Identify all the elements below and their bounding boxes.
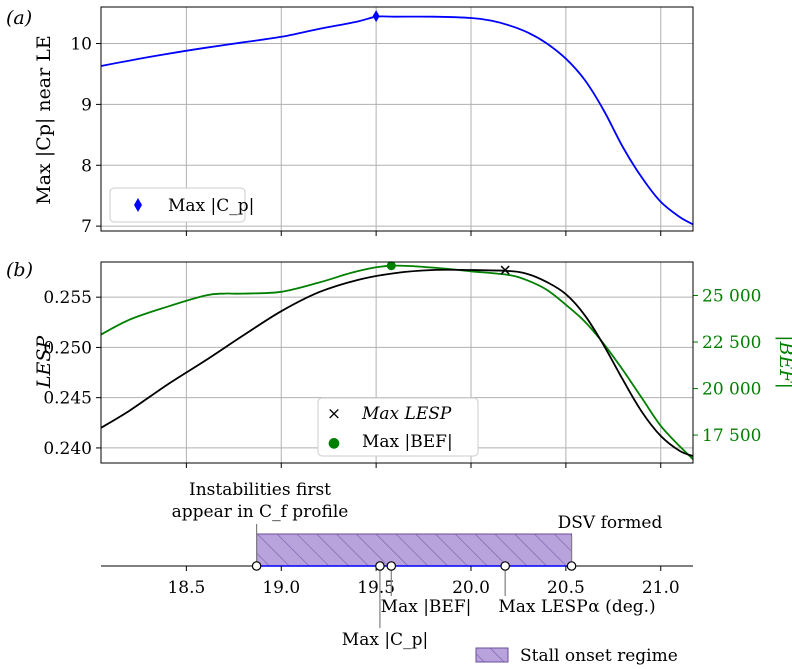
- event-marker: [386, 561, 397, 571]
- event-marker: [566, 561, 577, 571]
- legend-max-lesp-label: Max LESP: [361, 404, 452, 424]
- max-bef-marker: [386, 261, 396, 271]
- timeline-xtick-label: 21.0: [642, 578, 680, 598]
- panel-a-frame: [100, 6, 694, 232]
- panel-b-ylabel: LESP: [33, 335, 55, 390]
- cp-series-line: [100, 15, 694, 226]
- annot-instabilities-line2: appear in C_f profile: [172, 502, 349, 522]
- timeline-xtick-label: 20.0: [452, 578, 490, 598]
- timeline-xtick-label: 19.5: [357, 578, 395, 598]
- annot-max-bef: Max |BEF|: [381, 597, 472, 617]
- panel-b-label: (b): [6, 259, 33, 281]
- event-marker: [375, 561, 385, 571]
- panel-a: (a) 7 8 9 10 Max |Cp| near LE Max |C_p|: [6, 6, 694, 237]
- panel-b-ytick-right-label: 20 000: [702, 380, 761, 400]
- legend-cross-icon: ×: [327, 404, 341, 424]
- event-marker: [251, 561, 262, 571]
- lesp-series-line: [100, 268, 694, 457]
- panel-b-ytick-right-label: 25 000: [702, 287, 761, 307]
- bef-series-line: [100, 264, 694, 460]
- stall-onset-regime: [256, 533, 573, 567]
- panel-a-legend-label: Max |C_p|: [168, 196, 254, 216]
- panel-c: 18.5 19.0 19.5 20.0 20.5 21.0 Instabilities f…: [101, 480, 693, 666]
- timeline-xtick-label: 20.5: [547, 578, 585, 598]
- regime-legend-swatch: [475, 647, 509, 663]
- panel-b-legend: × Max LESP ● Max |BEF|: [317, 397, 479, 457]
- event-markers: [251, 561, 577, 571]
- panel-b-ytick-right-label: 22 500: [702, 333, 761, 353]
- panel-a-ticks: 7 8 9 10: [70, 35, 662, 237]
- event-leaders: [255, 524, 573, 628]
- panel-a-grid: [101, 7, 693, 231]
- annot-instabilities-line1: Instabilities first: [189, 480, 331, 500]
- panel-a-legend: Max |C_p|: [109, 187, 254, 223]
- panel-b-legend-box: [317, 397, 479, 457]
- annot-dsv-formed: DSV formed: [558, 513, 663, 533]
- panel-a-ylabel: Max |Cp| near LE: [33, 35, 55, 205]
- panel-b-ytick-right-label: 17 500: [702, 426, 761, 446]
- max-cp-marker: [372, 10, 380, 23]
- legend-dot-icon: ●: [328, 435, 340, 451]
- panel-a-label: (a): [6, 7, 32, 29]
- panel-b-ytick-label: 0.245: [43, 389, 92, 409]
- annot-max-cp: Max |C_p|: [342, 630, 428, 650]
- panel-a-legend-box: [109, 187, 246, 223]
- panel-b-frame: [100, 261, 694, 464]
- timeline-xtick-label: 18.5: [167, 578, 205, 598]
- timeline-xlabel: α (deg.): [588, 597, 655, 617]
- panel-a-ytick-label: 10: [70, 35, 92, 55]
- panel-a-ytick-label: 8: [81, 156, 92, 176]
- panel-b-ytick-label: 0.240: [43, 439, 92, 459]
- max-lesp-cross-b: [500, 265, 510, 275]
- max-lesp-marker: [500, 265, 510, 275]
- event-marker: [500, 561, 510, 571]
- panel-a-ytick-label: 7: [81, 217, 92, 237]
- regime-legend: Stall onset regime: [475, 646, 678, 666]
- panel-b-ticks: 0.240 0.245 0.250 0.255 17 500 20 000 22 500 25…: [43, 287, 761, 468]
- panel-b-ytick-label: 0.250: [43, 338, 92, 358]
- timeline-xtick-label: 19.0: [262, 578, 300, 598]
- panel-b-ytick-label: 0.255: [43, 288, 92, 308]
- regime-legend-label: Stall onset regime: [520, 646, 678, 666]
- legend-max-bef-label: Max |BEF|: [362, 432, 453, 452]
- panel-a-ytick-label: 9: [81, 95, 92, 115]
- panel-b: (b) 0.240 0.245 0.250 0.255 17 500 20 000 22 5…: [6, 259, 792, 468]
- annot-max-lesp: Max LESP: [498, 597, 587, 617]
- legend-diamond-icon: [134, 198, 142, 212]
- panel-c-ticks: 18.5 19.0 19.5 20.0 20.5 21.0: [167, 566, 680, 598]
- panel-b-ylabel-right: |BEF|: [775, 335, 792, 389]
